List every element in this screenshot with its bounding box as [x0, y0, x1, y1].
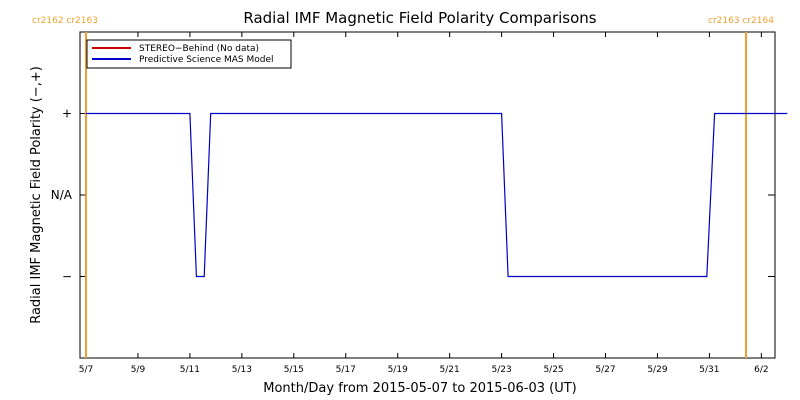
- chart-title: Radial IMF Magnetic Field Polarity Compa…: [243, 9, 596, 27]
- series-line: [86, 112, 788, 278]
- y-tick-label: −: [62, 270, 72, 284]
- x-tick-label: 5/9: [131, 365, 146, 375]
- x-tick-label: 5/7: [79, 365, 93, 375]
- carrington-label-right: cr2163 cr2164: [708, 16, 774, 26]
- x-tick-label: 5/27: [595, 365, 615, 375]
- legend-entry: STEREO−Behind (No data): [139, 44, 259, 54]
- x-tick-label: 5/25: [543, 365, 563, 375]
- x-tick-label: 5/23: [491, 365, 511, 375]
- x-tick-label: 5/11: [180, 365, 200, 375]
- x-tick-label: 5/13: [232, 365, 252, 375]
- x-tick-label: 6/2: [754, 365, 768, 375]
- x-tick-label: 5/17: [336, 365, 356, 375]
- y-axis-label: Radial IMF Magnetic Field Polarity (−,+): [29, 66, 44, 324]
- plot-frame: [79, 31, 776, 359]
- x-tick-label: 5/21: [440, 365, 460, 375]
- x-tick-label: 5/29: [647, 365, 667, 375]
- x-tick-label: 5/31: [699, 365, 719, 375]
- y-tick-label: N/A: [51, 188, 73, 202]
- carrington-label-left: cr2162 cr2163: [32, 16, 98, 26]
- x-axis-label: Month/Day from 2015-05-07 to 2015-06-03 …: [263, 381, 576, 396]
- legend-box: [86, 39, 292, 69]
- legend-entry: Predictive Science MAS Model: [139, 55, 274, 65]
- y-tick-label: +: [62, 107, 72, 121]
- x-tick-label: 5/15: [284, 365, 304, 375]
- x-tick-label: 5/19: [388, 365, 408, 375]
